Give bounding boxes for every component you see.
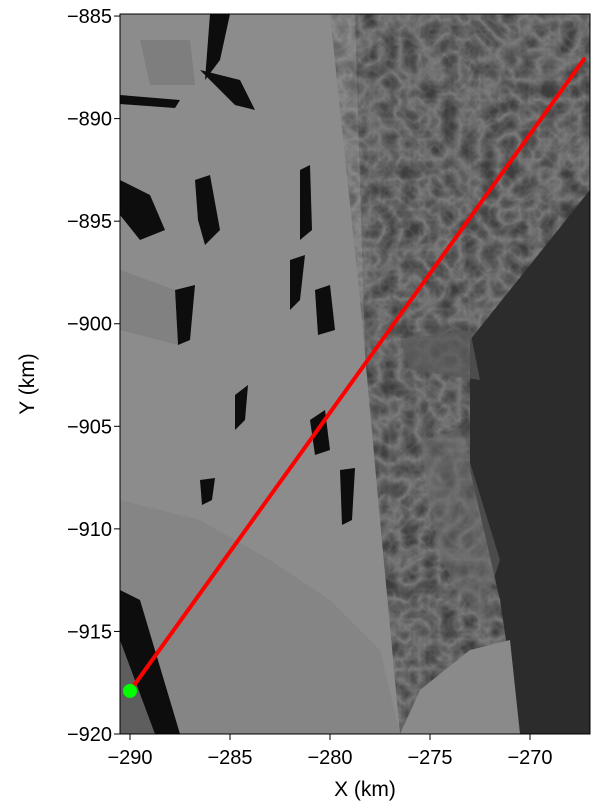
y-tick-label: −910 (67, 519, 112, 541)
x-tick-label: −280 (307, 747, 352, 769)
start-point-marker (123, 683, 137, 698)
x-tick-label: −275 (407, 747, 452, 769)
track-line (128, 57, 586, 693)
x-tick-label: −270 (507, 747, 552, 769)
y-tick-label: −915 (67, 621, 112, 643)
y-axis: −885 −890 −895 −900 −905 −910 −915 −920 (67, 6, 120, 746)
y-tick-label: −890 (67, 109, 112, 131)
y-tick-label: −900 (67, 314, 112, 336)
y-axis-title: Y (km) (16, 353, 39, 414)
y-tick-label: −895 (67, 211, 112, 233)
y-tick-label: −885 (67, 6, 112, 28)
x-axis-title: X (km) (334, 778, 396, 801)
data-layer (123, 57, 586, 698)
plot-frame (119, 13, 591, 735)
x-tick-label: −285 (207, 747, 252, 769)
x-axis: −290 −285 −280 −275 −270 (107, 734, 553, 769)
x-tick-label: −290 (107, 747, 152, 769)
y-tick-label: −905 (67, 416, 112, 438)
y-tick-label: −920 (67, 724, 112, 746)
satellite-image (120, 14, 590, 734)
